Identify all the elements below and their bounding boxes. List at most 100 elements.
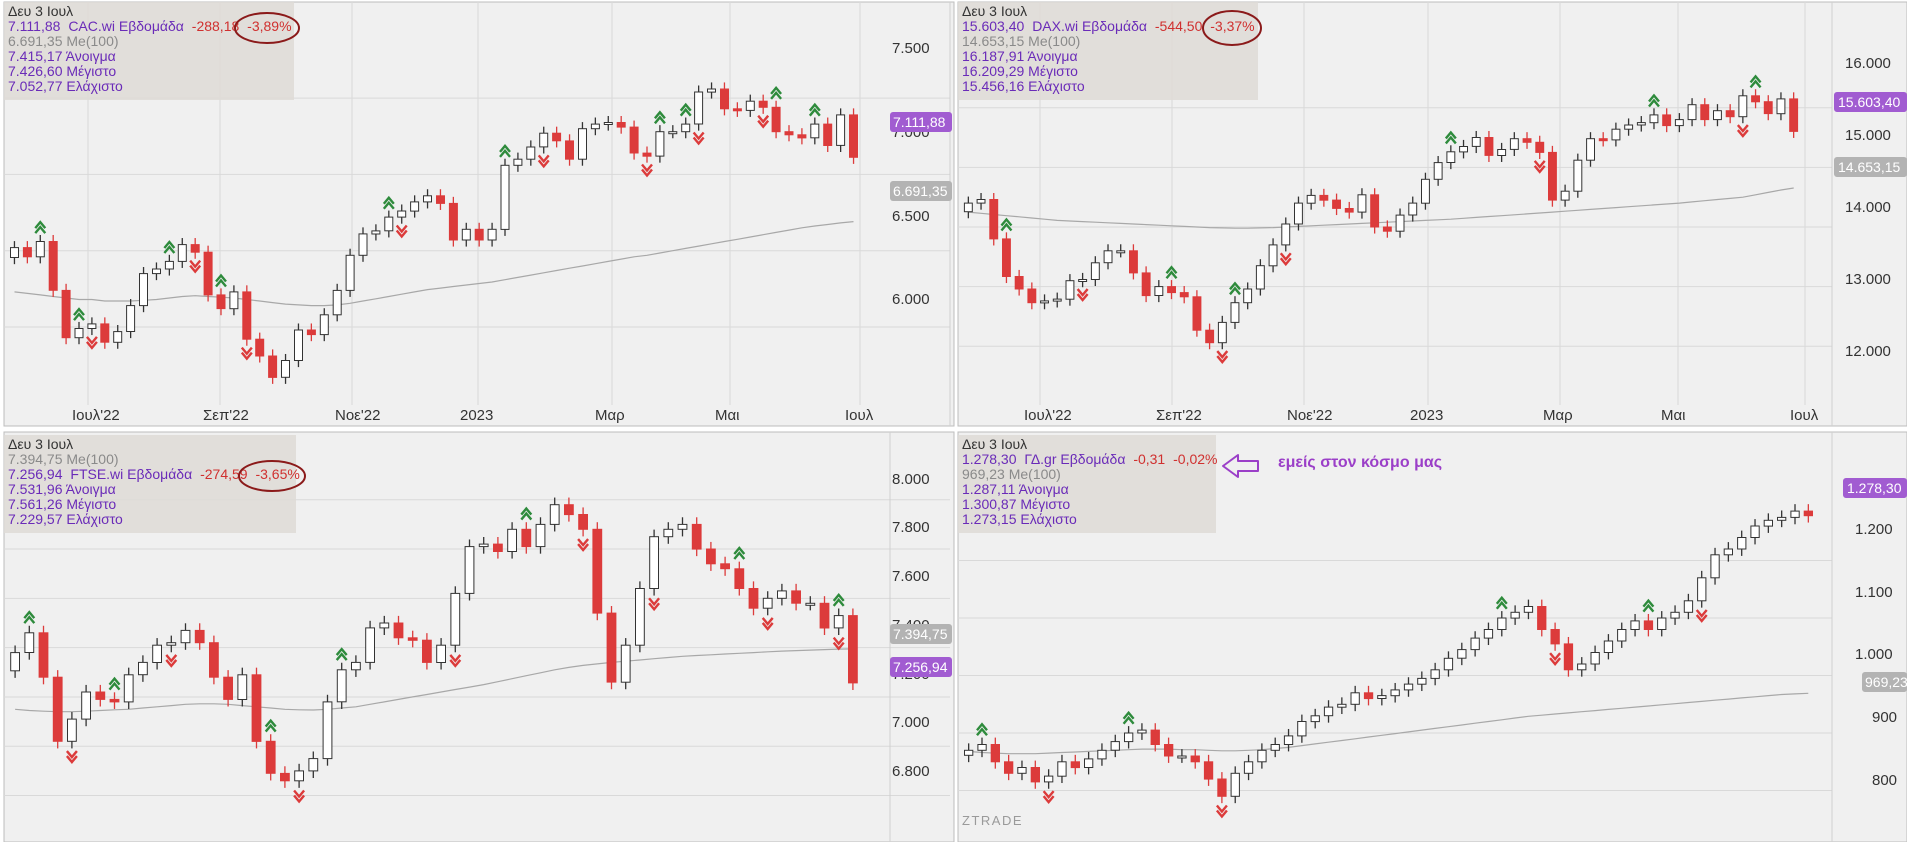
signal-down-icon [757,114,770,129]
info-ma: 14.653,15 Me(100) [962,33,1080,49]
candle-bull [294,329,303,361]
candle-bull [478,543,489,548]
candle-bull [1560,190,1570,201]
candle-bear [989,199,999,240]
candle-bull [677,523,688,530]
arrow-left-icon [1222,454,1259,478]
candle-bear [1179,292,1189,298]
candle-bull [1763,519,1773,527]
candle-bull [1433,162,1443,180]
candle-bull [1065,280,1075,300]
candle-bull [1523,606,1534,613]
info-main-line: 1.278,30 ΓΔ.gr Εβδομάδα -0,31 -0,02% [962,451,1217,467]
candle-bear [448,202,458,241]
info-open: 16.187,91 Άνοιγμα [962,48,1078,64]
moving-average-line [968,187,1794,229]
signal-up-icon [770,86,783,100]
candle-bull [1636,122,1646,126]
signal-down-icon [1549,652,1562,666]
info-low: 1.273,15 Ελάχιστο [962,511,1077,527]
candle-bear [1789,98,1799,132]
y-tick: 16.000 [1845,55,1891,72]
y-tick: 1.100 [1855,584,1893,601]
candle-bear [1803,510,1813,517]
info-pct: -0,02% [1173,451,1217,467]
candle-bull [384,216,394,232]
candle-bull [1497,149,1507,156]
signal-down-icon [165,654,178,668]
info-date: Δευ 3 Ιουλ [8,436,73,452]
chart-panel-ftse[interactable]: 8.000 7.800 7.600 7.400 7.200 7.000 6.80… [3,431,955,843]
candle-bull [35,241,45,258]
candle-bear [720,88,729,110]
signal-down-icon [1216,350,1229,364]
candle-bull [237,674,248,700]
candle-bull [10,247,19,259]
x-tick: Μαι [1661,407,1686,424]
signal-down-icon [648,597,661,612]
y-tick: 7.600 [892,568,930,585]
candle-bull [322,701,333,760]
candle-bull [113,331,123,343]
candle-bull [1090,262,1100,280]
info-box-background [4,2,294,100]
annotation-text: εμείς στον κόσμο μας [1278,454,1442,471]
info-symbol: CAC.wi Εβδομάδα [68,18,184,34]
candle-bull [358,233,368,256]
candle-bull [74,328,84,339]
candle-bull [1443,657,1454,671]
info-change: -288,18 [192,18,240,34]
candle-bear [95,691,106,700]
info-box: Δευ 3 Ιουλ 1.278,30 ΓΔ.gr Εβδομάδα -0,31… [958,435,1217,533]
candle-bear [720,563,731,570]
candle-bear [216,294,226,310]
info-change: -0,31 [1133,451,1165,467]
chart-panel-cac[interactable]: 7.500 7.000 6.500 6.000 7.111,88 6.691,3… [3,1,955,427]
signal-up-icon [808,102,821,117]
grid [958,560,1832,791]
candle-bull [1674,119,1684,127]
chart-panel-gd[interactable]: 1.200 1.100 1.000 900 800 1.278,30 969,2… [957,431,1907,843]
candle-bull [180,629,191,644]
candle-bull [1697,577,1707,602]
candle-bear [990,744,1001,763]
info-main-line: 7.111,88 CAC.wi Εβδομάδα -288,18 -3,89% [8,18,292,34]
candle-bear [1319,194,1329,201]
candle-bull [1103,250,1113,264]
candle-bull [836,114,846,146]
signal-up-icon [73,307,85,321]
signal-up-icon [23,610,36,624]
candle-bear [1725,110,1735,118]
signal-down-icon [85,336,98,350]
candle-bull [1670,611,1680,619]
info-low: 7.229,57 Ελάχιστο [8,511,123,527]
info-box-background [958,435,1216,533]
candle-bear [565,140,574,160]
candle-bear [1537,606,1547,630]
candle-bear [1014,276,1024,290]
x-axis-labels: Ιουλ'22 Σεπ'22 Νοε'22 2023 Μαρ Μαι Ιουλ [1024,407,1819,424]
chart-panel-dax[interactable]: 16.000 15.000 14.000 13.000 12.000 15.60… [957,1,1907,427]
signal-up-icon [733,546,746,560]
candle-bull [10,652,20,672]
candle-bull [976,199,986,204]
candle-bear [1192,296,1202,331]
candle-bear [1751,95,1760,103]
y-tick: 1.200 [1855,521,1893,538]
info-low: 15.456,16 Ελάχιστο [962,78,1085,94]
signal-up-icon [34,220,47,234]
candle-bull [450,592,461,646]
info-main-line: 15.603,40 DAX.wi Εβδομάδα -544,50 -3,37% [962,18,1255,34]
x-tick: Νοε'22 [1287,407,1332,424]
candle-bull [461,228,471,241]
candle-bull [1459,146,1468,153]
candle-bull [1044,775,1054,783]
ma-badge [1834,157,1907,177]
pct-highlight-circle [238,460,306,492]
candle-bull [1057,761,1067,777]
price-badge [890,112,952,132]
x-tick: Ιουλ [845,407,874,424]
candle-bull [655,131,665,157]
candle-bull [1310,715,1320,723]
